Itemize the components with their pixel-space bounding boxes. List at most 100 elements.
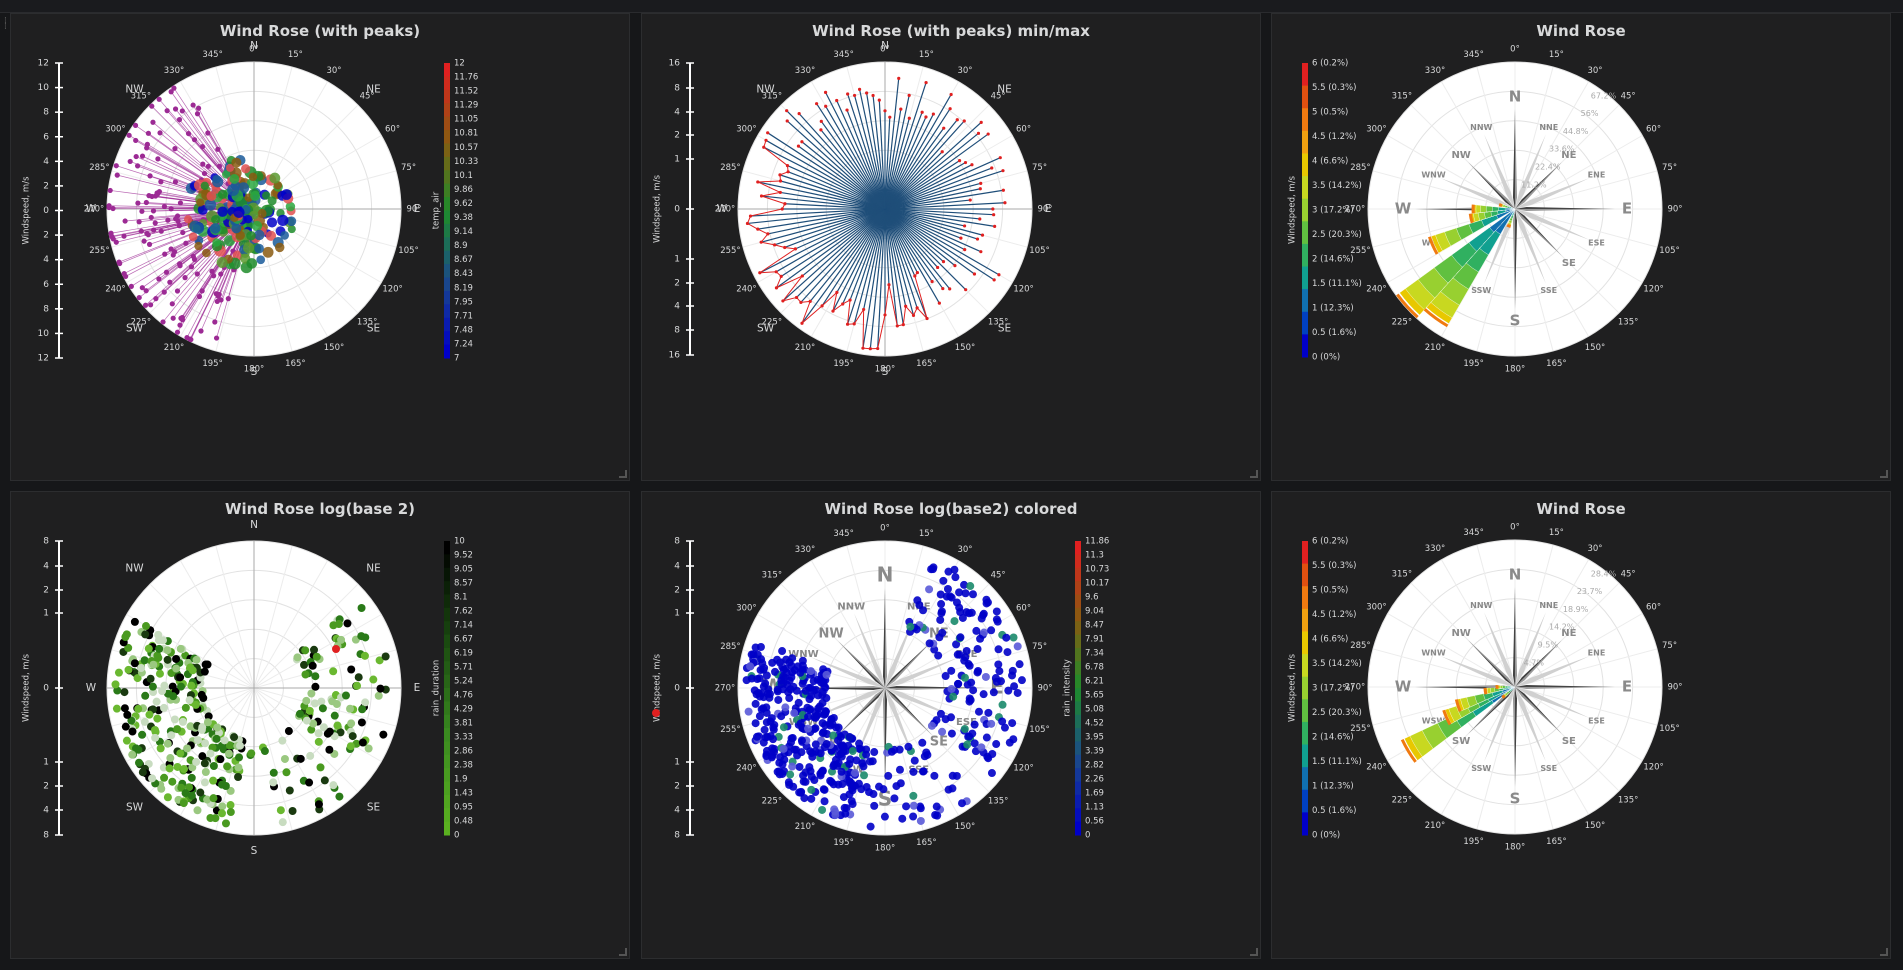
data-point: [767, 753, 776, 762]
peak-line: [757, 181, 781, 193]
radial-tick-label: 44.8%: [1563, 127, 1589, 136]
resize-handle-icon[interactable]: [619, 470, 627, 478]
data-point: [977, 743, 986, 752]
data-point: [310, 699, 319, 708]
colorbar-segment: [444, 768, 450, 783]
grid-spoke: [1514, 648, 1658, 688]
compass-point-icon: [1515, 206, 1615, 209]
data-point: [782, 668, 791, 677]
data-point: [744, 707, 753, 716]
data-point: [187, 773, 196, 782]
grid-spoke: [884, 649, 1028, 689]
data-point: [192, 222, 205, 234]
resize-handle-icon[interactable]: [1250, 470, 1258, 478]
radial-tick-label: 23.7%: [1577, 587, 1603, 596]
peak-point: [148, 214, 154, 221]
data-point: [156, 744, 165, 753]
radial-line: [884, 162, 966, 210]
degree-label: 300°: [105, 125, 125, 135]
data-point: [176, 644, 185, 653]
resize-handle-icon[interactable]: [1250, 948, 1258, 956]
compass-label: N: [1509, 566, 1522, 584]
colorbar-segment: [1075, 754, 1081, 769]
radial-line: [801, 208, 886, 324]
grid-spoke: [1387, 613, 1516, 688]
colorbar-tick-label: 4 (6.6%): [1312, 157, 1348, 167]
degree-label: 150°: [1585, 821, 1605, 831]
data-point: [938, 727, 947, 736]
max-point: [962, 224, 967, 228]
resize-handle-icon[interactable]: [1880, 948, 1888, 956]
colorbar-tick-label: 6.67: [454, 635, 473, 645]
peak-line: [801, 301, 811, 324]
radial-line: [884, 208, 975, 275]
data-point: [919, 767, 928, 776]
degree-label: 225°: [131, 318, 151, 328]
data-point: [916, 816, 925, 825]
data-point: [224, 749, 233, 758]
colorbar-tick-label: 2.38: [454, 761, 473, 771]
radial-line: [847, 93, 886, 210]
max-point: [815, 102, 819, 106]
data-point: [194, 241, 203, 251]
colorbar-segment: [1302, 289, 1308, 313]
max-point: [963, 248, 967, 252]
resize-handle-icon[interactable]: [619, 948, 627, 956]
wind-rose-chart-5: 0° 15° 30° 45° 60° 75° 90° 105° 120° 135° 150° 165°…: [652, 524, 1109, 854]
degree-label: 270°: [84, 205, 104, 215]
radial-tick-label: 11.2%: [1521, 180, 1547, 189]
degree-label: 120°: [1013, 764, 1033, 774]
max-point: [937, 301, 941, 305]
colorbar-segment: [1075, 581, 1081, 595]
y-tick-label: 4: [43, 255, 49, 265]
data-point: [314, 737, 323, 746]
compass-label: SE: [367, 323, 380, 335]
data-point: [998, 717, 1007, 726]
radial-line: [884, 208, 933, 282]
drag-grip-icon[interactable]: ⁞ ⁞: [4, 16, 7, 32]
peak-line: [781, 203, 786, 210]
data-point: [269, 778, 278, 787]
peak-line: [801, 305, 823, 324]
data-point: [203, 795, 212, 804]
data-point: [798, 661, 807, 670]
data-point: [170, 715, 179, 724]
peak-line: [757, 228, 769, 235]
radial-line: [780, 191, 886, 210]
peak-line: [747, 223, 759, 230]
data-point: [286, 216, 297, 227]
colorbar-segment: [444, 741, 450, 756]
data-point: [202, 248, 211, 258]
data-point: [826, 721, 835, 730]
colorbar-segment: [1302, 812, 1308, 836]
data-point: [837, 767, 846, 776]
peak-line: [914, 272, 918, 277]
peak-line: [888, 284, 898, 327]
wind-bar-edge: [1501, 694, 1506, 699]
y-tick-label: 2: [674, 279, 680, 289]
data-point: [216, 256, 228, 268]
compass-label: NW: [1451, 150, 1470, 161]
colorbar-segment: [1302, 198, 1308, 222]
max-point: [948, 287, 952, 291]
data-point: [146, 674, 155, 683]
minor-point-icon: [1515, 178, 1590, 209]
colorbar-segment: [1302, 608, 1308, 632]
degree-label: 45°: [991, 570, 1006, 580]
y-tick-label: 4: [674, 806, 680, 816]
compass-label: SW: [126, 323, 144, 335]
radial-line: [884, 121, 982, 210]
degree-label: 165°: [916, 838, 936, 848]
y-tick-label: 4: [43, 806, 49, 816]
max-point: [979, 181, 983, 185]
radial-line: [795, 208, 886, 250]
peak-line: [796, 297, 802, 303]
colorbar-tick-label: 3.39: [1085, 747, 1104, 757]
data-point: [840, 803, 849, 812]
data-point: [874, 782, 883, 791]
data-point: [305, 778, 314, 787]
data-point: [169, 692, 178, 701]
grid-spoke: [884, 687, 1013, 762]
degree-label: 210°: [1425, 821, 1445, 831]
resize-handle-icon[interactable]: [1880, 470, 1888, 478]
